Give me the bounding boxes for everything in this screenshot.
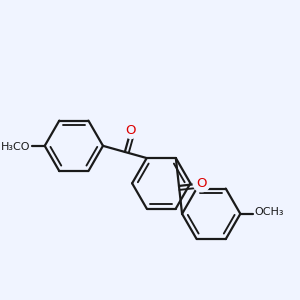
Text: O: O (196, 177, 207, 190)
Text: H₃CO: H₃CO (1, 142, 31, 152)
Circle shape (193, 175, 210, 192)
Text: OCH₃: OCH₃ (254, 207, 284, 218)
Text: O: O (126, 124, 136, 136)
Circle shape (123, 122, 139, 138)
